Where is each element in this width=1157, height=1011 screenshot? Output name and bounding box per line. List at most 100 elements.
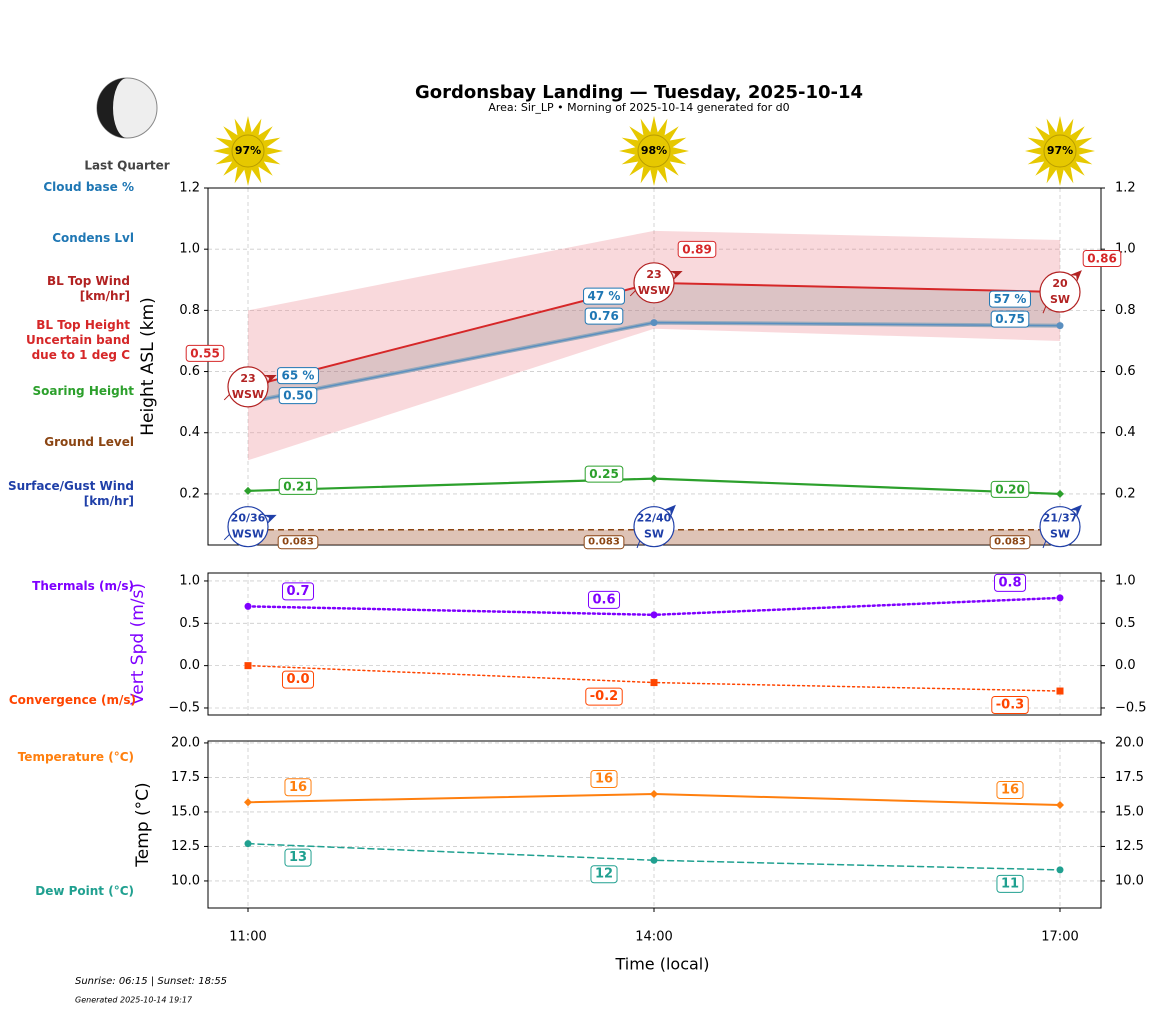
marker [1056,594,1064,602]
data-label: 0.55 [185,344,225,362]
value-label: 0.76 [589,309,619,323]
marker [650,474,658,483]
data-label: 47 % [583,287,625,305]
y-tick-label: 0.8 [179,303,200,318]
plot-frame [207,572,1102,716]
data-label: 0.083 [989,535,1031,550]
label-box [277,535,319,550]
data-label: 0.083 [277,535,319,550]
wind-arrow [263,374,277,385]
label-box [277,367,319,385]
y-tick-label: 10.0 [171,873,200,888]
label-box [583,287,625,305]
chart-subtitle: Area: Sir_LP • Morning of 2025-10-14 gen… [488,101,789,114]
sun-label: 97% [1047,144,1073,157]
marker [1056,687,1064,695]
y-tick-label: 15.0 [171,804,200,819]
wind-speed: 23 [646,268,661,281]
y2-tick-label: 0.4 [1115,425,1136,440]
wind-arrow [1069,270,1082,283]
value-label: 0.0 [286,672,309,687]
wind-direction: WSW [232,528,264,541]
generated-note: Generated 2025-10-14 19:17 [75,996,193,1005]
y2-tick-label: 0.0 [1115,658,1136,673]
marker [244,840,252,848]
wind-circle [633,506,675,548]
wind-circle [227,506,269,548]
wind-direction: SW [1050,293,1070,306]
wind-speed: 23 [240,372,255,385]
data-label: 16 [284,778,312,797]
marker [244,486,252,495]
wind-arrow [263,514,277,525]
data-label: 57 % [989,290,1031,308]
marker [1056,489,1064,498]
data-label: -0.3 [991,696,1029,715]
legend-label: Cloud base % [43,180,134,194]
y-tick-label: 0.6 [179,364,200,379]
marker [244,662,252,670]
value-label: 11 [1001,876,1019,891]
moon-shadow [97,78,127,138]
marker [244,798,252,807]
value-label: -0.3 [996,698,1024,713]
marker [1056,801,1064,810]
y-tick-label: 12.5 [171,839,200,854]
value-label: 0.6 [592,592,615,607]
label-box [281,670,315,689]
x-tick-label: 11:00 [229,930,266,945]
wind-barb [223,394,230,401]
data-label: 12 [590,865,618,884]
y-tick-label: 1.0 [179,242,200,257]
marker [1056,866,1064,874]
wind-arrow [663,504,676,517]
y-tick-label: −0.5 [168,700,200,715]
value-label: 13 [289,850,307,865]
marker [650,679,658,687]
value-label: 0.89 [682,242,712,256]
label-box [1082,250,1122,268]
legend-label: Temperature (°C) [17,750,134,764]
label-box [587,590,621,609]
value-label: 0.083 [588,537,620,548]
sun-icon [637,134,671,168]
x-tick-label: 14:00 [635,930,672,945]
data-label: 0.0 [281,670,315,689]
legend-label: Condens Lvl [52,231,134,245]
legend-label: Surface/Gust Wind [km/hr] [8,479,134,508]
data-label: 0.6 [587,590,621,609]
y-tick-label: 0.4 [179,425,200,440]
data-label: 0.25 [584,465,624,483]
label-box [583,535,625,550]
y2-tick-label: 17.5 [1115,770,1144,785]
label-box [991,696,1029,715]
label-box [990,480,1030,498]
y2-tick-label: 1.0 [1115,573,1136,588]
wind-barb [629,290,636,297]
y2-tick-label: 1.2 [1115,181,1136,196]
value-label: 12 [595,867,613,882]
label-box [284,778,312,797]
data-label: 0.86 [1082,250,1122,268]
value-label: 0.083 [994,537,1026,548]
label-box [278,477,318,495]
sun-label: 98% [641,144,667,157]
data-label: 0.75 [990,310,1030,328]
y-tick-label: 1.0 [179,573,200,588]
wind-speed: 20/36 [231,512,266,525]
y-axis-label: Vert Spd (m/s) [128,583,148,705]
legend-label: Dew Point (°C) [35,884,134,898]
wind-speed: 21/37 [1043,512,1078,525]
data-label: 0.89 [677,240,717,258]
y-axis-label: Height ASL (km) [138,297,158,436]
y-tick-label: 0.2 [179,486,200,501]
label-box [281,582,315,601]
label-box [584,307,624,325]
data-label: 0.76 [584,307,624,325]
wind-direction: WSW [232,388,264,401]
value-label: 0.86 [1087,252,1117,266]
data-label: 0.083 [583,535,625,550]
wind-barb [223,534,230,541]
y2-tick-label: 0.8 [1115,303,1136,318]
sun-icon [231,134,265,168]
